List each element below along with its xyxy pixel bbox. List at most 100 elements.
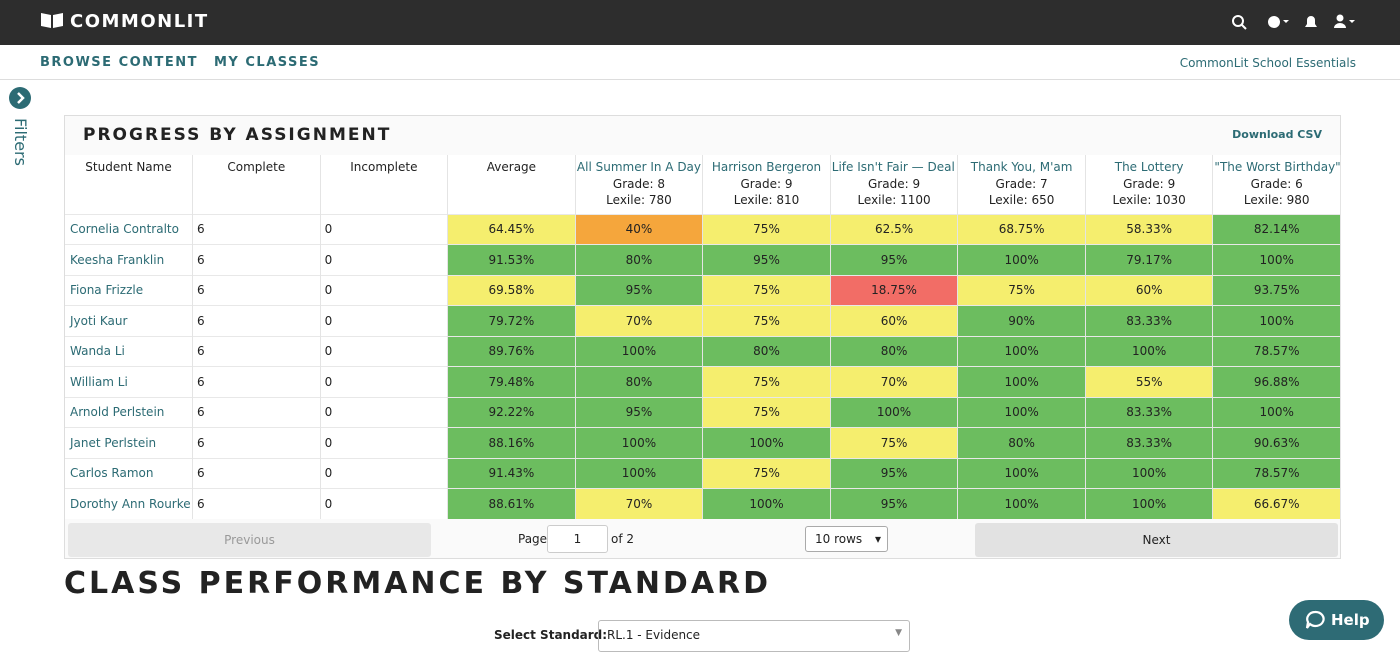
complete-count: 6 [192, 366, 321, 397]
average-cell: 64.45% [447, 213, 576, 245]
complete-count: 6 [192, 213, 321, 245]
lexile: 780 [648, 193, 672, 207]
lexile-label: Lexile: [606, 193, 646, 207]
assignment-title[interactable]: Thank You, M'am [970, 160, 1073, 174]
score-cell: 95% [575, 396, 704, 428]
score-cell: 58.33% [1085, 213, 1214, 245]
score-cell: 100% [1212, 396, 1341, 428]
student-name[interactable]: Carlos Ramon [65, 457, 194, 489]
student-name[interactable]: Dorothy Ann Rourke [65, 488, 194, 519]
student-row: Wanda Li 6 0 89.76% 100% 80% 80% 100% 100% 78.57% [65, 335, 1341, 367]
student-name[interactable]: Jyoti Kaur [65, 305, 194, 336]
complete-count: 6 [192, 396, 321, 428]
assignment-title[interactable]: All Summer In A Day [576, 160, 702, 174]
score-cell: 100% [957, 457, 1086, 489]
top-icons [1232, 14, 1355, 30]
grade-label: Grade: [1123, 176, 1164, 191]
score-cell: 95% [830, 244, 959, 275]
average-cell: 79.72% [447, 305, 576, 336]
score-cell: 93.75% [1212, 274, 1341, 306]
rows-option: 10 rows [815, 532, 863, 546]
column-header: Student Name [65, 155, 194, 214]
average-cell: 88.16% [447, 427, 576, 458]
next-button[interactable]: Next [975, 523, 1338, 557]
standard-select[interactable]: RL.1 - Evidence ▼ [598, 620, 910, 652]
score-cell: 75% [702, 213, 831, 245]
lexile-label: Lexile: [1112, 193, 1152, 207]
incomplete-count: 0 [320, 213, 449, 245]
complete-count: 6 [192, 305, 321, 336]
score-cell: 100% [957, 488, 1086, 519]
filters-label[interactable]: Filters [11, 118, 30, 166]
page-input[interactable]: 1 [547, 525, 608, 553]
download-link[interactable]: Download CSV [1232, 128, 1322, 141]
student-name[interactable]: Wanda Li [65, 335, 194, 367]
grade-label: Grade: [995, 176, 1037, 191]
assignment-title[interactable]: "The Worst Birthday" [1214, 160, 1341, 174]
score-cell: 95% [575, 274, 704, 306]
student-name[interactable]: Cornelia Contralto [65, 213, 194, 245]
score-cell: 68.75% [957, 213, 1086, 245]
student-row: Carlos Ramon 6 0 91.43% 100% 75% 95% 100% 100% 78… [65, 457, 1341, 489]
score-cell: 100% [957, 366, 1086, 397]
selected-standard: RL.1 - Evidence [607, 628, 701, 642]
page-label: Page [518, 532, 548, 546]
student-name[interactable]: Fiona Frizzle [65, 274, 194, 306]
average-cell: 92.22% [447, 396, 576, 428]
rows-select[interactable]: 10 rows ▾ [805, 526, 888, 552]
score-cell: 83.33% [1085, 305, 1214, 336]
student-name[interactable]: William Li [65, 366, 194, 397]
score-cell: 75% [830, 427, 959, 458]
grade: 7 [1040, 176, 1048, 191]
lexile-label: Lexile: [857, 193, 897, 207]
help-icon [1305, 610, 1325, 629]
average-cell: 79.48% [447, 366, 576, 397]
grade-label: Grade: [612, 176, 654, 191]
previous-button[interactable]: Previous [68, 523, 431, 557]
assignment-title[interactable]: Harrison Bergeron [711, 160, 822, 174]
complete-count: 6 [192, 427, 321, 458]
student-row: Fiona Frizzle 6 0 69.58% 95% 75% 18.75% 75% 60% 9… [65, 274, 1341, 306]
progress-table: Student Name Complete Incomplete Average All… [65, 155, 1341, 519]
score-cell: 79.17% [1085, 244, 1214, 275]
average-cell: 91.53% [447, 244, 576, 275]
assignment-header: All Summer In A Day Grade: 8 Lexile: 780 [575, 155, 704, 214]
score-cell: 100% [575, 427, 704, 458]
grade: 9 [912, 176, 921, 191]
student-name[interactable]: Keesha Franklin [65, 244, 194, 275]
student-name[interactable]: Janet Perlstein [65, 427, 194, 458]
score-cell: 66.67% [1212, 488, 1341, 519]
student-row: Dorothy Ann Rourke 6 0 88.61% 70% 100% 95% 100%… [65, 488, 1341, 519]
student-name[interactable]: Arnold Perlstein [65, 396, 194, 428]
header-row: Student Name Complete Incomplete Average All… [65, 155, 1341, 214]
incomplete-count: 0 [320, 335, 449, 367]
score-cell: 78.57% [1212, 457, 1341, 489]
lexile: 980 [1286, 193, 1310, 207]
incomplete-count: 0 [320, 488, 449, 519]
grade: 8 [657, 176, 666, 191]
student-row: Jyoti Kaur 6 0 79.72% 70% 75% 60% 90% 83.33% 100% [65, 305, 1341, 336]
score-cell: 60% [830, 305, 959, 336]
nav-link[interactable]: BROWSE CONTENT [40, 55, 199, 70]
score-cell: 100% [957, 335, 1086, 367]
score-cell: 100% [1085, 488, 1214, 519]
logo[interactable]: COMMONLIT [70, 11, 209, 32]
help-button[interactable]: Help [1289, 600, 1384, 640]
score-cell: 100% [1212, 305, 1341, 336]
score-cell: 40% [575, 213, 704, 245]
org-menu[interactable]: CommonLit School Essentials [1179, 56, 1356, 70]
score-cell: 83.33% [1085, 427, 1214, 458]
score-cell: 75% [957, 274, 1086, 306]
incomplete-count: 0 [320, 396, 449, 428]
assignment-title[interactable]: The Lottery [1114, 160, 1184, 174]
student-row: Cornelia Contralto 6 0 64.45% 40% 75% 62.5% 68.… [65, 213, 1341, 245]
nav-link[interactable]: MY CLASSES [214, 55, 321, 70]
score-cell: 100% [1085, 457, 1214, 489]
grade-label: Grade: [868, 176, 909, 191]
assignment-header: Thank You, M'am Grade: 7 Lexile: 650 [957, 155, 1086, 214]
complete-count: 6 [192, 274, 321, 306]
assignment-title[interactable]: Life Isn't Fair — Deal W [831, 160, 958, 174]
score-cell: 80% [830, 335, 959, 367]
filters-toggle[interactable] [8, 86, 32, 110]
